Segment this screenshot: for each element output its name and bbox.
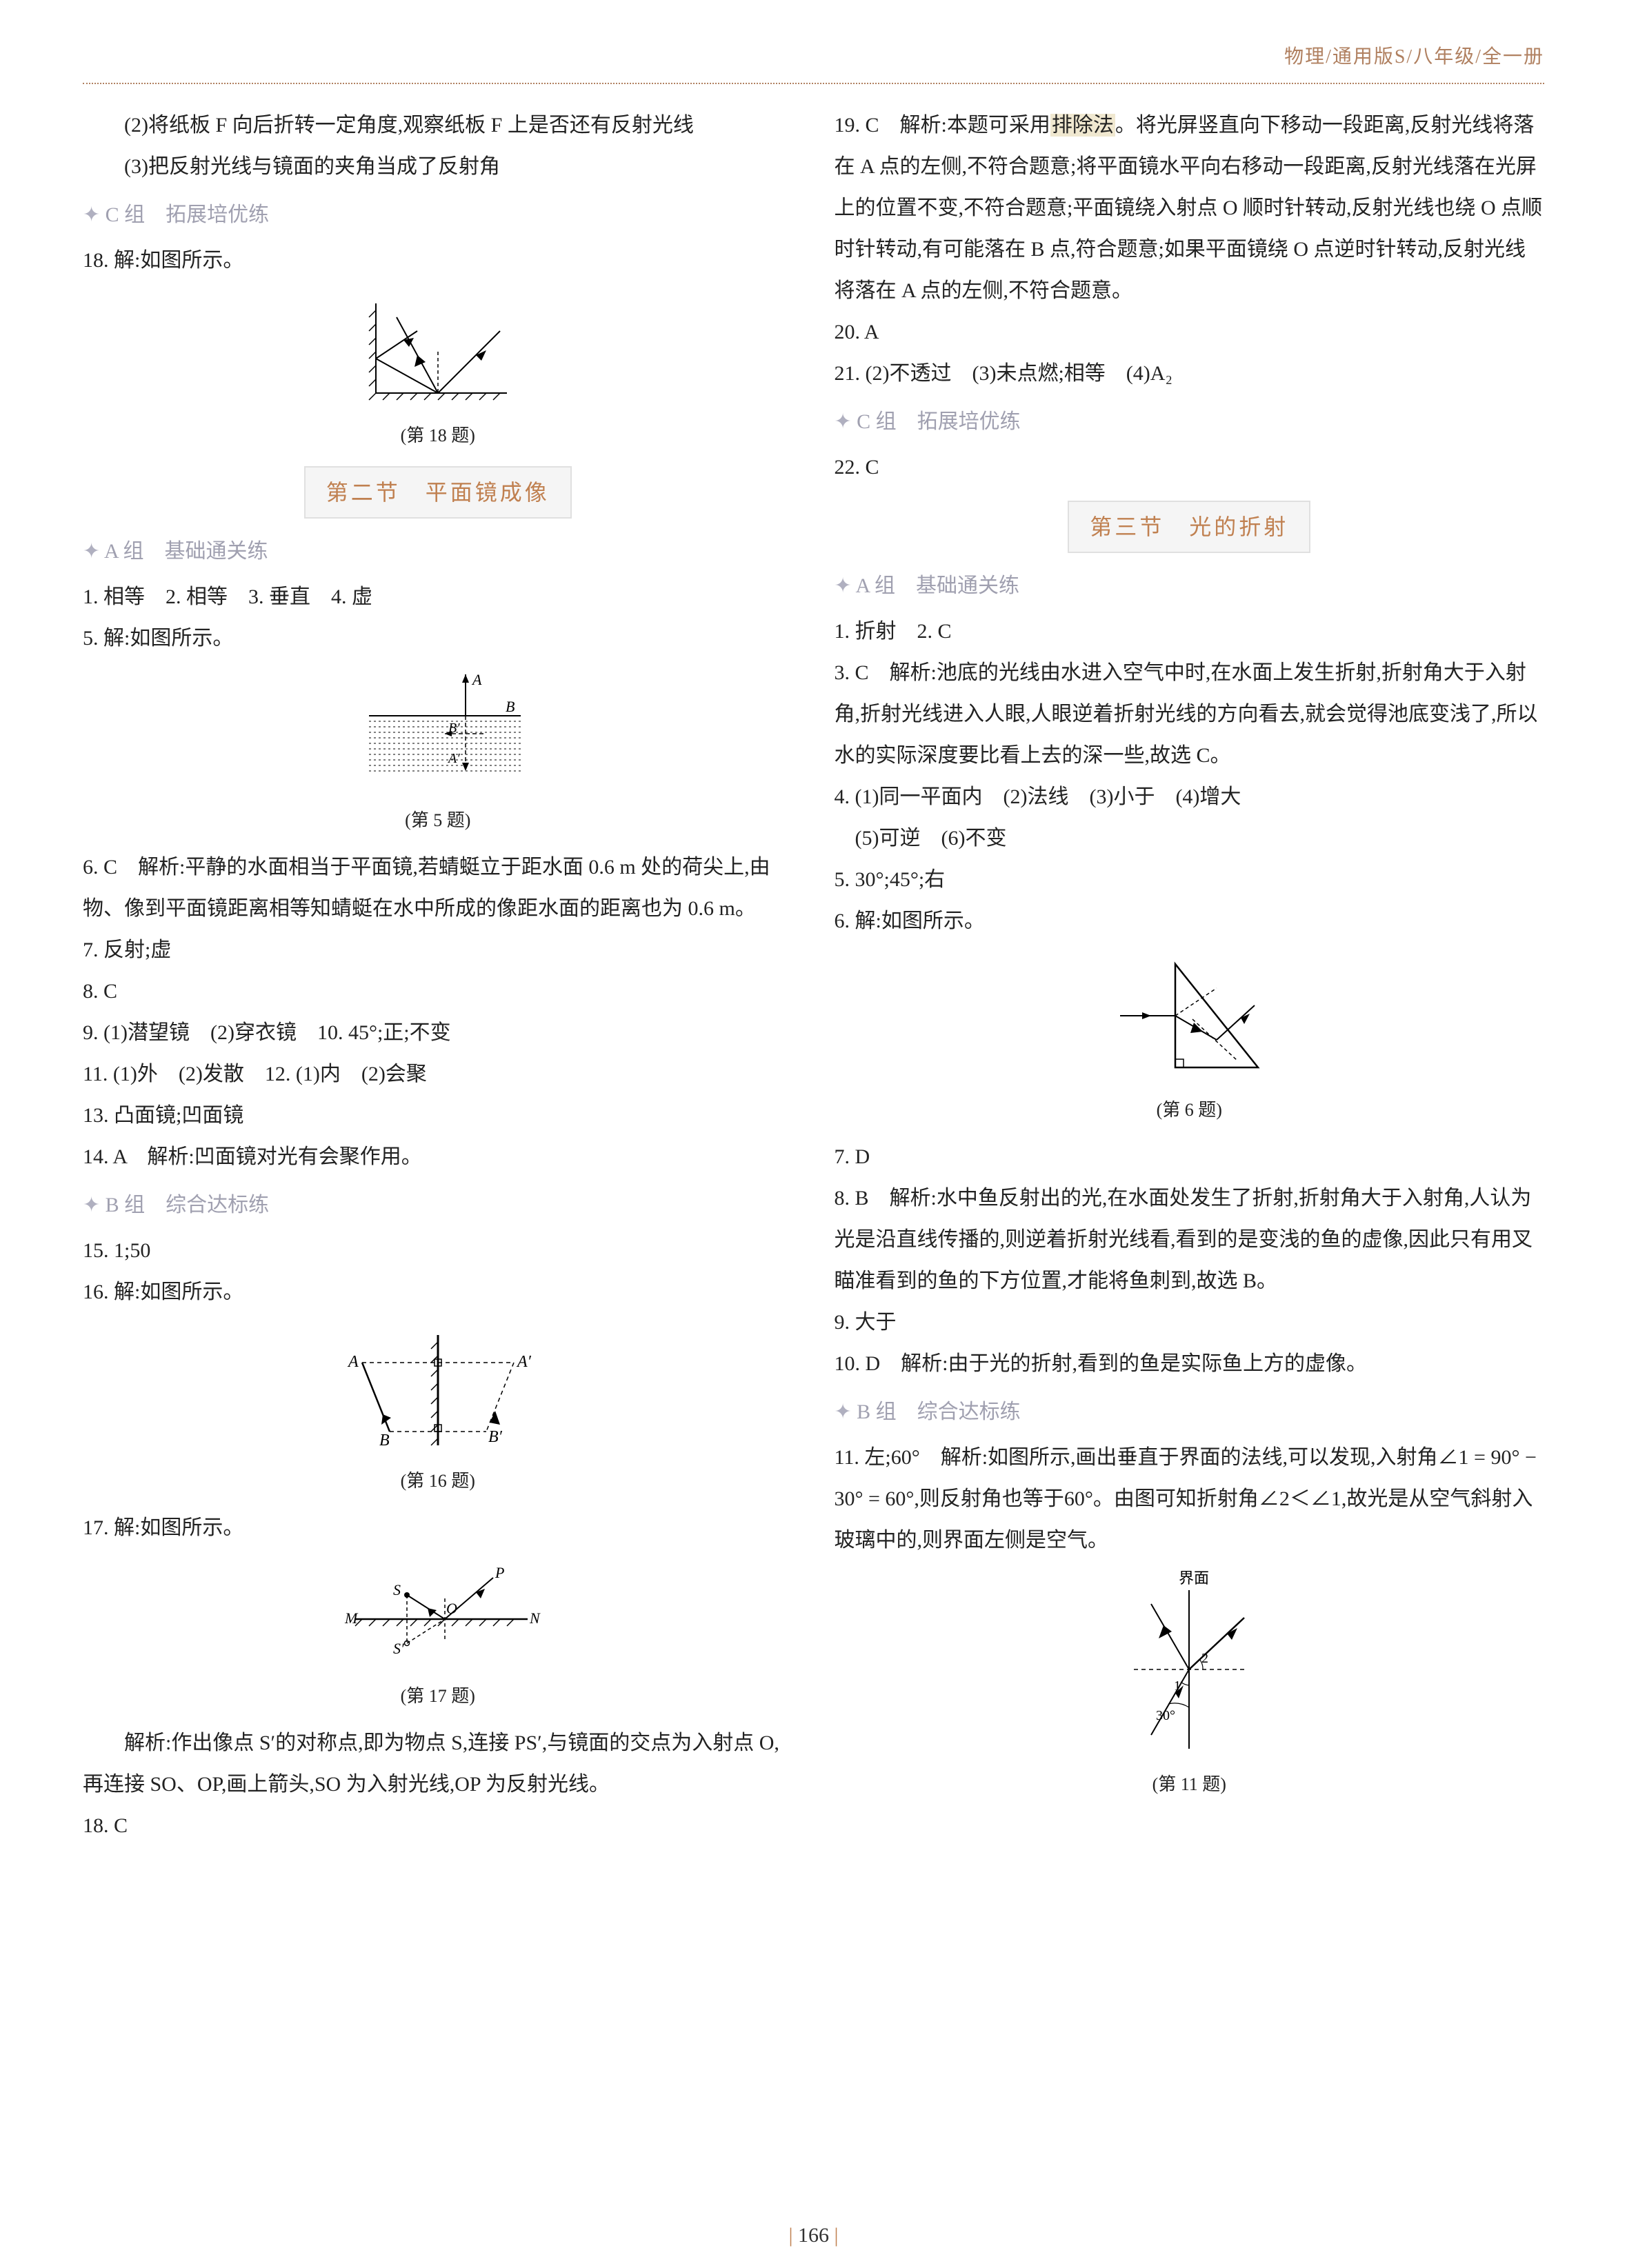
fig5-svg: A B B′: [328, 668, 548, 799]
right-column: 19. C 解析:本题可采用排除法。将光屏竖直向下移动一段距离,反射光线将落在 …: [835, 105, 1545, 1847]
page: 物理/通用版S/八年级/全一册 (2)将纸板 F 向后折转一定角度,观察纸板 F…: [0, 0, 1627, 2268]
svg-text:A′: A′: [516, 1353, 532, 1371]
rq4b: (5)可逆 (6)不变: [835, 818, 1545, 859]
q13: 13. 凸面镜;凹面镜: [83, 1095, 793, 1136]
rq7: 7. D: [835, 1136, 1545, 1178]
section-3-label: 第三节 光的折射: [1068, 501, 1310, 553]
fig11-label: 界面: [1179, 1569, 1209, 1587]
text-line: (2)将纸板 F 向后折转一定角度,观察纸板 F 上是否还有反射光线: [83, 105, 793, 146]
svg-text:B: B: [506, 698, 515, 715]
section-2-label: 第二节 平面镜成像: [304, 466, 572, 519]
figure-17: M N O S P S′ (第 17 题): [83, 1557, 793, 1714]
q18b: 18. C: [83, 1805, 793, 1847]
fig6-caption: (第 6 题): [835, 1092, 1545, 1128]
group-a-header-r: A 组 基础通关练: [835, 565, 1545, 607]
group-c-header-r: C 组 拓展培优练: [835, 401, 1545, 443]
rq6: 6. 解:如图所示。: [835, 901, 1545, 942]
rq5: 5. 30°;45°;右: [835, 859, 1545, 901]
q16: 16. 解:如图所示。: [83, 1272, 793, 1313]
group-b-header-r: B 组 综合达标练: [835, 1392, 1545, 1433]
q9-10: 9. (1)潜望镜 (2)穿衣镜 10. 45°;正;不变: [83, 1012, 793, 1054]
figure-5: A B B′: [83, 668, 793, 839]
fig16-svg: A A′ B B′: [314, 1321, 562, 1459]
q22: 22. C: [835, 447, 1545, 488]
q19-pre: 19. C 解析:本题可采用: [835, 114, 1050, 137]
page-header: 物理/通用版S/八年级/全一册: [83, 41, 1544, 84]
q21: 21. (2)不透过 (3)未点燃;相等 (4)A₂: [835, 353, 1545, 394]
svg-text:2: 2: [1201, 1651, 1208, 1666]
svg-text:N: N: [529, 1609, 541, 1627]
group-b-header: B 组 综合达标练: [83, 1185, 793, 1226]
figure-16: A A′ B B′ (第 16 题): [83, 1321, 793, 1499]
fig6-svg: [1099, 950, 1279, 1088]
svg-text:A: A: [471, 671, 482, 688]
q20: 20. A: [835, 312, 1545, 353]
svg-text:B′: B′: [488, 1428, 503, 1446]
q7: 7. 反射;虚: [83, 930, 793, 971]
q17: 17. 解:如图所示。: [83, 1507, 793, 1549]
q5: 5. 解:如图所示。: [83, 618, 793, 659]
group-c-header: C 组 拓展培优练: [83, 194, 793, 236]
q11-12: 11. (1)外 (2)发散 12. (1)内 (2)会聚: [83, 1054, 793, 1095]
page-number: 166: [788, 2224, 838, 2247]
q15: 15. 1;50: [83, 1230, 793, 1272]
rq9: 9. 大于: [835, 1302, 1545, 1343]
svg-text:A: A: [347, 1353, 359, 1371]
fig17-svg: M N O S P S′: [328, 1557, 548, 1674]
q19-rest: 。将光屏竖直向下移动一段距离,反射光线将落在 A 点的左侧,不符合题意;将平面镜…: [835, 114, 1543, 302]
column-layout: (2)将纸板 F 向后折转一定角度,观察纸板 F 上是否还有反射光线 (3)把反…: [83, 105, 1544, 1847]
q18: 18. 解:如图所示。: [83, 240, 793, 281]
fig18-caption: (第 18 题): [83, 418, 793, 454]
svg-text:30°: 30°: [1156, 1708, 1175, 1723]
fig5-caption: (第 5 题): [83, 803, 793, 839]
q14: 14. A 解析:凹面镜对光有会聚作用。: [83, 1136, 793, 1178]
svg-text:M: M: [344, 1609, 359, 1627]
figure-18: (第 18 题): [83, 290, 793, 454]
svg-text:B: B: [379, 1432, 390, 1449]
text-line: (3)把反射光线与镜面的夹角当成了反射角: [83, 146, 793, 188]
svg-text:P: P: [495, 1564, 504, 1581]
q19: 19. C 解析:本题可采用排除法。将光屏竖直向下移动一段距离,反射光线将落在 …: [835, 105, 1545, 312]
svg-text:A′: A′: [447, 751, 460, 766]
rq8: 8. B 解析:水中鱼反射出的光,在水面处发生了折射,折射角大于入射角,人认为光…: [835, 1178, 1545, 1302]
fig17-caption: (第 17 题): [83, 1678, 793, 1714]
q6: 6. C 解析:平静的水面相当于平面镜,若蜻蜓立于距水面 0.6 m 处的荷尖上…: [83, 847, 793, 930]
figure-6: (第 6 题): [835, 950, 1545, 1128]
rq3: 3. C 解析:池底的光线由水进入空气中时,在水面上发生折射,折射角大于入射角,…: [835, 652, 1545, 776]
fig11-svg: 界面 30° 1 2: [1113, 1569, 1265, 1763]
fig18-svg: [348, 290, 528, 414]
fig11-caption: (第 11 题): [835, 1767, 1545, 1803]
rq10: 10. D 解析:由于光的折射,看到的鱼是实际鱼上方的虚像。: [835, 1343, 1545, 1385]
q17-analysis: 解析:作出像点 S′的对称点,即为物点 S,连接 PS′,与镜面的交点为入射点 …: [83, 1723, 793, 1805]
q1-4: 1. 相等 2. 相等 3. 垂直 4. 虚: [83, 576, 793, 618]
svg-text:S: S: [393, 1581, 401, 1598]
rq11: 11. 左;60° 解析:如图所示,画出垂直于界面的法线,可以发现,入射角∠1 …: [835, 1437, 1545, 1561]
rq1-2: 1. 折射 2. C: [835, 611, 1545, 652]
rq4: 4. (1)同一平面内 (2)法线 (3)小于 (4)增大: [835, 776, 1545, 818]
left-column: (2)将纸板 F 向后折转一定角度,观察纸板 F 上是否还有反射光线 (3)把反…: [83, 105, 793, 1847]
fig16-caption: (第 16 题): [83, 1463, 793, 1499]
q19-highlight: 排除法: [1050, 114, 1115, 137]
figure-11: 界面 30° 1 2: [835, 1569, 1545, 1803]
svg-text:S′: S′: [393, 1640, 405, 1657]
group-a-header: A 组 基础通关练: [83, 531, 793, 572]
section-2-title: 第二节 平面镜成像: [189, 466, 686, 519]
section-3-title: 第三节 光的折射: [941, 501, 1438, 553]
svg-text:O: O: [446, 1600, 457, 1617]
svg-text:1: 1: [1174, 1678, 1181, 1694]
q8: 8. C: [83, 971, 793, 1012]
